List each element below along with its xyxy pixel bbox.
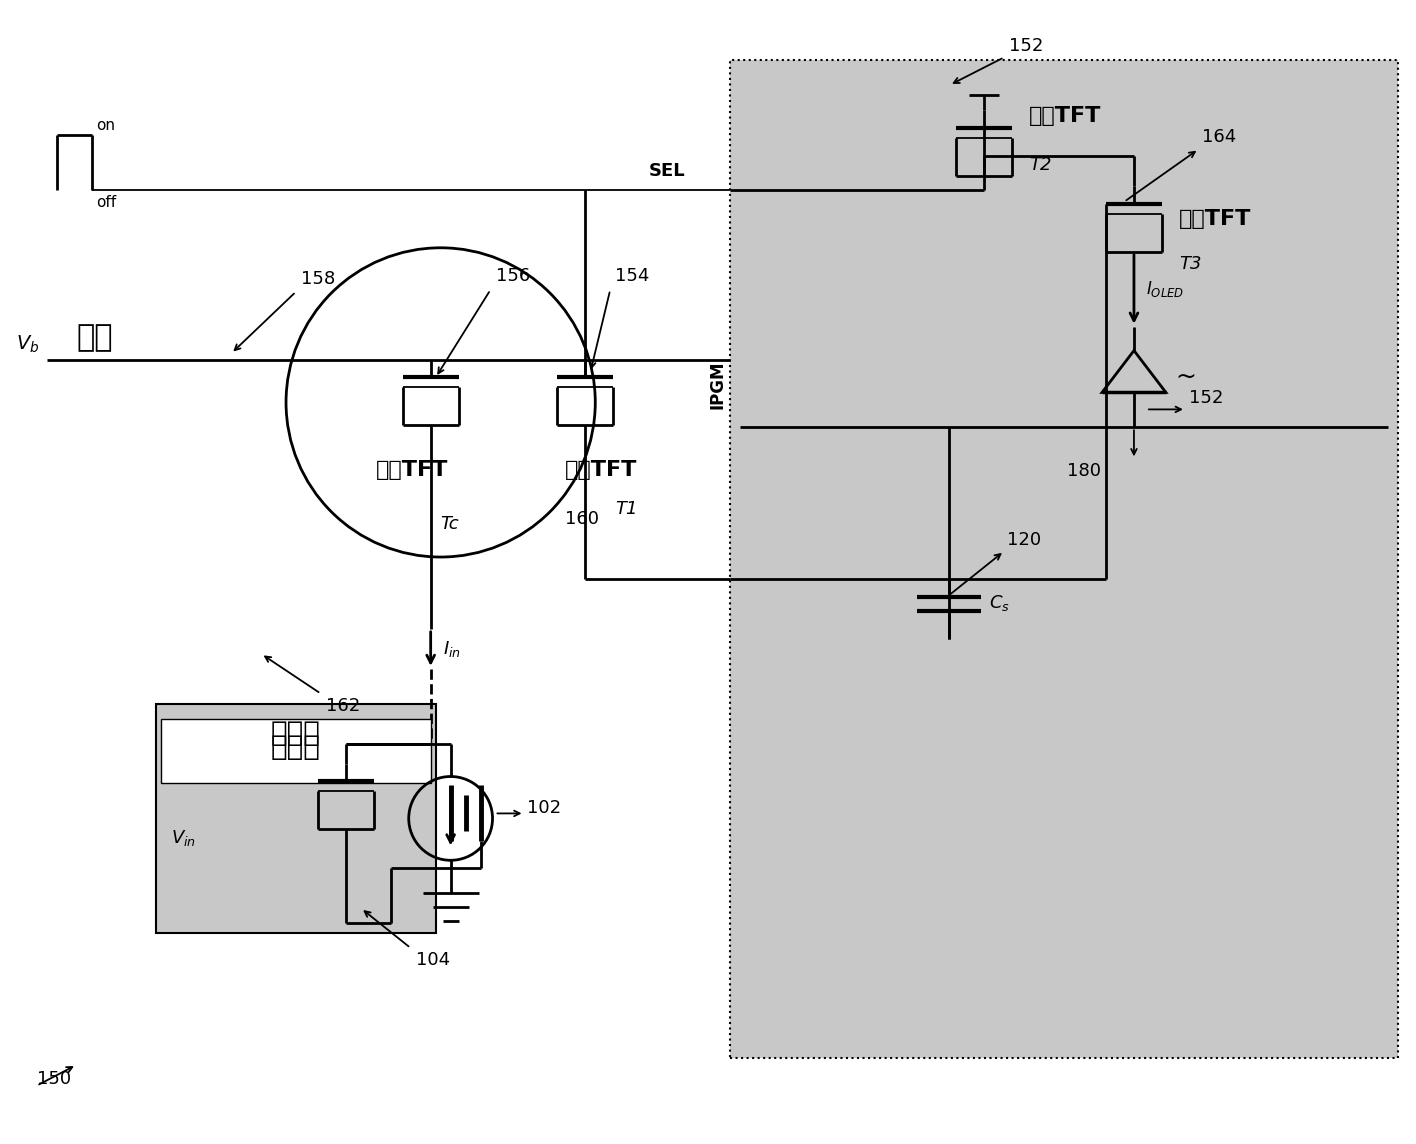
Text: on: on xyxy=(96,118,116,133)
Bar xyxy=(156,704,436,934)
Text: T2: T2 xyxy=(1029,157,1052,175)
Text: ~: ~ xyxy=(1175,365,1197,389)
Text: 152: 152 xyxy=(1010,38,1044,55)
Text: IPGM: IPGM xyxy=(709,360,726,408)
Text: T1: T1 xyxy=(615,500,637,518)
Text: 开关TFT: 开关TFT xyxy=(565,460,637,480)
Text: 开关TFT: 开关TFT xyxy=(1029,105,1102,126)
Bar xyxy=(729,61,1399,1058)
Text: 160: 160 xyxy=(565,510,599,529)
Text: SEL: SEL xyxy=(649,162,685,180)
Text: T3: T3 xyxy=(1180,255,1201,272)
Text: 120: 120 xyxy=(1007,531,1041,549)
Text: 102: 102 xyxy=(527,800,562,818)
Text: 偏压: 偏压 xyxy=(76,323,113,352)
Text: $V_b$: $V_b$ xyxy=(17,333,40,355)
Text: 驱动器: 驱动器 xyxy=(270,732,321,761)
Text: $C_s$: $C_s$ xyxy=(990,593,1010,613)
Bar xyxy=(161,718,430,784)
Text: 158: 158 xyxy=(302,270,336,287)
Text: Tc: Tc xyxy=(440,515,459,533)
Text: 164: 164 xyxy=(1202,128,1236,146)
Text: 180: 180 xyxy=(1068,462,1102,480)
Text: 驱动TFT: 驱动TFT xyxy=(1180,209,1252,229)
Text: $I_{in}$: $I_{in}$ xyxy=(443,638,460,659)
Text: $I_{OLED}$: $I_{OLED}$ xyxy=(1146,279,1184,300)
Text: 156: 156 xyxy=(496,267,530,285)
Text: 104: 104 xyxy=(416,951,450,969)
Text: 154: 154 xyxy=(615,267,650,285)
Text: 162: 162 xyxy=(326,697,360,715)
Text: 驱动器: 驱动器 xyxy=(270,718,321,747)
Text: 级联TFT: 级联TFT xyxy=(375,460,449,480)
Text: off: off xyxy=(96,194,116,209)
Text: $V_{in}$: $V_{in}$ xyxy=(171,828,197,849)
Text: 152: 152 xyxy=(1189,389,1223,407)
Text: 150: 150 xyxy=(37,1070,71,1088)
